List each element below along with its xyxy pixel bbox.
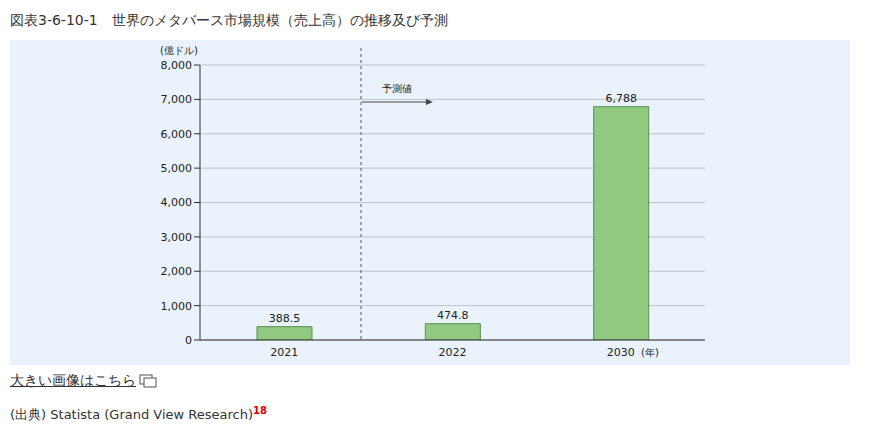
svg-text:2030: 2030 [607, 346, 635, 359]
svg-text:(億ドル): (億ドル) [160, 45, 198, 56]
svg-text:5,000: 5,000 [161, 162, 193, 175]
svg-text:388.5: 388.5 [269, 312, 301, 325]
svg-text:8,000: 8,000 [161, 59, 193, 72]
svg-text:6,788: 6,788 [605, 92, 637, 105]
svg-text:0: 0 [185, 334, 192, 347]
html-text:図表3-6-10-1 世界のメタバース市場規模（売上高）の推: 図表3-6-10-1 世界のメタバース市場規模（売上高）の推移及び予測 [10, 12, 448, 28]
svg-text:予測値: 予測値 [382, 83, 412, 94]
html-text:(出典) Statista (Grand View Rese: (出典) Statista (Grand View Research)18 [10, 405, 267, 423]
svg-text:1,000: 1,000 [161, 300, 193, 313]
svg-text:2021: 2021 [270, 346, 298, 359]
svg-text:3,000: 3,000 [161, 231, 193, 244]
svg-text:474.8: 474.8 [437, 309, 469, 322]
svg-text:2,000: 2,000 [161, 265, 193, 278]
svg-text:2022: 2022 [439, 346, 467, 359]
svg-text:4,000: 4,000 [161, 196, 193, 209]
svg-text:7,000: 7,000 [161, 93, 193, 106]
svg-text:(年): (年) [641, 347, 659, 358]
svg-text:6,000: 6,000 [161, 128, 193, 141]
html-text:大きい画像はこちら: 大きい画像はこちら [10, 372, 136, 388]
